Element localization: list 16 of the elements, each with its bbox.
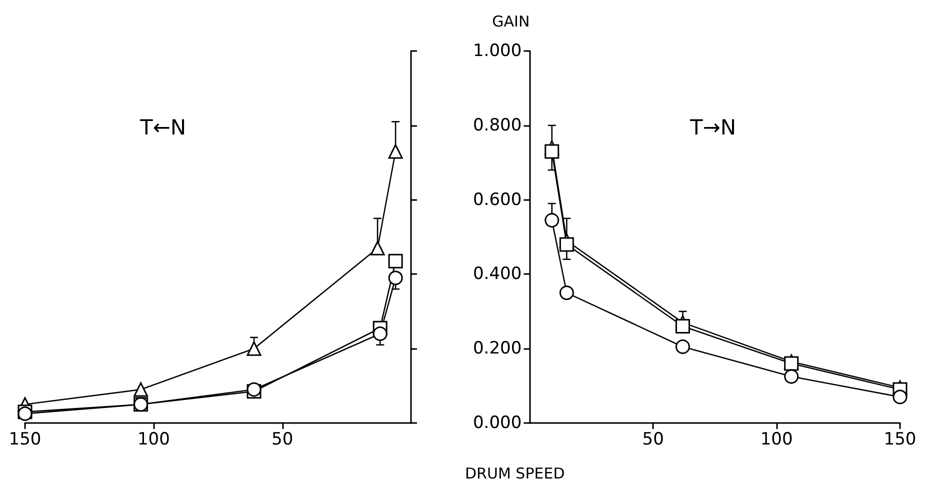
x-tick-label: 50 bbox=[642, 430, 664, 450]
y-tick-label: 0.400 bbox=[472, 264, 522, 284]
y-tick-label: 0.600 bbox=[472, 190, 522, 210]
y-tick-label: 0.800 bbox=[472, 115, 522, 136]
y-axis-title: GAIN bbox=[492, 12, 530, 30]
x-tick-label: 50 bbox=[272, 430, 294, 450]
x-tick-label: 100 bbox=[137, 430, 170, 450]
x-tick-label: 150 bbox=[8, 430, 42, 450]
x-tick-label: 150 bbox=[884, 430, 916, 450]
x-axis-title: DRUM SPEED bbox=[465, 464, 565, 482]
x-tick-label: 100 bbox=[760, 430, 793, 450]
y-tick-label: 1.000 bbox=[472, 41, 522, 61]
y-tick-label: 0.000 bbox=[472, 413, 522, 433]
y-tick-label: 0.200 bbox=[472, 338, 522, 359]
text: T←N bbox=[139, 116, 186, 140]
text: T→N bbox=[689, 116, 736, 140]
